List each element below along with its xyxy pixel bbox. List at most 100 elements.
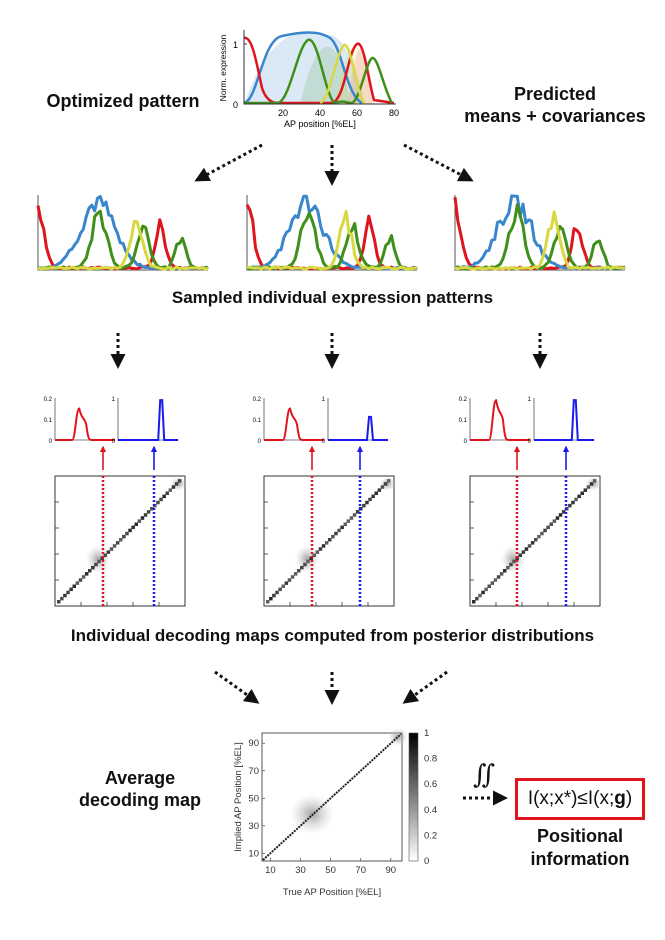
decoding-map-cell [337, 528, 341, 533]
top-plot-xtick-80: 80 [389, 108, 399, 118]
sampled-patterns-caption: Sampled individual expression patterns [171, 288, 494, 307]
decoding-map-cell [568, 503, 572, 508]
decoding-map-cell [546, 525, 550, 530]
decoding-map-cell [540, 531, 544, 536]
red-posterior-ytick: 0.1 [253, 418, 262, 424]
dotted-arrow-average-right [402, 670, 448, 704]
decoding-map-cell [106, 550, 111, 554]
blue-posterior-axes [533, 398, 594, 441]
decoding-map-cell [558, 513, 563, 517]
decoding-map-cell [143, 513, 148, 517]
blue-posterior-axes [327, 398, 388, 441]
decoding-map-cell [81, 575, 86, 579]
sampled-curve-1 [37, 194, 209, 271]
decoding-map-cell [512, 559, 516, 564]
colorbar-tick-label: 0.8 [424, 754, 437, 765]
decoding-map-cell [315, 550, 320, 554]
decoding-map-cell [515, 556, 519, 561]
decoding-map-cell [103, 553, 107, 557]
dotted-arrow-right [403, 143, 474, 182]
decoding-map-cell [487, 584, 491, 588]
decoding-map-cell [377, 488, 382, 492]
decoding-map-cell [297, 569, 301, 573]
average-map-colorbar [408, 732, 419, 862]
decoding-map-cell [530, 541, 535, 545]
decoding-map-cell [503, 569, 507, 573]
red-posterior-ytick: 0.1 [459, 418, 468, 424]
decoding-map-cell [146, 510, 151, 514]
top-plot-xtick-20: 20 [278, 108, 288, 118]
sampled-pattern-panel-3 [453, 194, 626, 271]
average-map-xtick-label: 50 [325, 865, 336, 876]
top-plot-ylabel: Norm. expression [218, 34, 228, 101]
average-map-corner-blob [388, 728, 408, 746]
sampled-curve-3 [454, 210, 626, 271]
optimized-pattern-plot: 0 1 Norm. expression 20 40 60 80 AP posi… [218, 30, 399, 129]
double-integral-symbol: ∬ [473, 760, 496, 790]
decoding-map-cell [592, 479, 597, 483]
decoding-map-cell [60, 596, 64, 601]
decoding-map-cell [580, 491, 584, 495]
decoding-map-cell [275, 590, 279, 595]
blue-posterior-ytick: 1 [528, 397, 532, 403]
average-map-xtick-label: 10 [265, 865, 276, 876]
decoding-map-cell [574, 497, 578, 502]
decoding-map-cell [577, 494, 581, 499]
decoding-map-cell [84, 572, 89, 576]
predicted-label-line2: means + covariances [464, 106, 646, 126]
decoding-map-cell [278, 587, 282, 592]
decoding-map-cell [493, 578, 498, 582]
red-posterior-curve [264, 407, 324, 441]
decoding-map-cell [57, 600, 61, 604]
decoding-map-cell [340, 525, 344, 530]
top-plot-xtick-40: 40 [315, 108, 325, 118]
decoding-map-cell [63, 593, 67, 598]
formula-suffix: ) [625, 788, 633, 809]
red-posterior-ytick: 0.1 [44, 418, 53, 424]
decoding-map-cell [91, 565, 95, 570]
decoding-map-cell [561, 510, 566, 514]
decoding-map-cell [109, 547, 114, 551]
decoding-map-cell [300, 565, 304, 570]
red-posterior-ytick: 0 [464, 439, 468, 445]
average-map-xlabel: True AP Position [%EL] [283, 887, 381, 898]
decoding-map-cell [368, 497, 372, 502]
decoding-map-cell [496, 575, 501, 579]
average-map-ytick-label: 90 [248, 738, 259, 749]
decoding-map-cell [75, 581, 80, 585]
colorbar-tick-label: 1 [424, 728, 429, 739]
decoding-map-cell [552, 519, 557, 523]
red-posterior-curve [55, 407, 115, 441]
dotted-arrow-left [194, 143, 263, 182]
sampled-curve-1 [454, 194, 626, 271]
top-blue-band [244, 32, 365, 104]
top-plot-ytick-0: 0 [233, 100, 238, 110]
decoding-map-cell [583, 488, 588, 492]
predicted-label-line1: Predicted [513, 84, 597, 104]
decoding-map-cell [128, 528, 132, 533]
sampled-panel-axes [454, 195, 625, 271]
decoding-map-cell [168, 488, 173, 492]
decoding-map-cell [309, 556, 313, 561]
red-posterior-ytick: 0.2 [253, 397, 262, 403]
average-map-ylabel: Implied AP Position [%EL] [233, 742, 244, 852]
decoding-map-cell [69, 587, 73, 592]
decoding-map-cell [472, 600, 476, 604]
decoding-map-cell [509, 562, 513, 567]
decoding-map-cell [589, 482, 594, 486]
decoding-map-cell [156, 500, 160, 505]
decoding-map-cell [349, 516, 354, 520]
decoding-map-cell [97, 559, 101, 564]
decoding-map-cell [290, 575, 295, 579]
sampled-curve-3 [37, 219, 209, 271]
average-map-ytick-label: 70 [248, 766, 259, 777]
sampled-pattern-panel-2 [245, 194, 418, 271]
decoding-map-cell [499, 572, 504, 576]
decoding-map-cell [481, 590, 485, 595]
decoding-map-cell [374, 491, 378, 495]
decoding-map-cell [293, 572, 298, 576]
blue-posterior-ytick: 1 [112, 397, 116, 403]
decoding-map-cell [162, 494, 166, 499]
blue-posterior-ytick: 0 [112, 439, 116, 445]
decoding-map-cell [140, 516, 145, 520]
